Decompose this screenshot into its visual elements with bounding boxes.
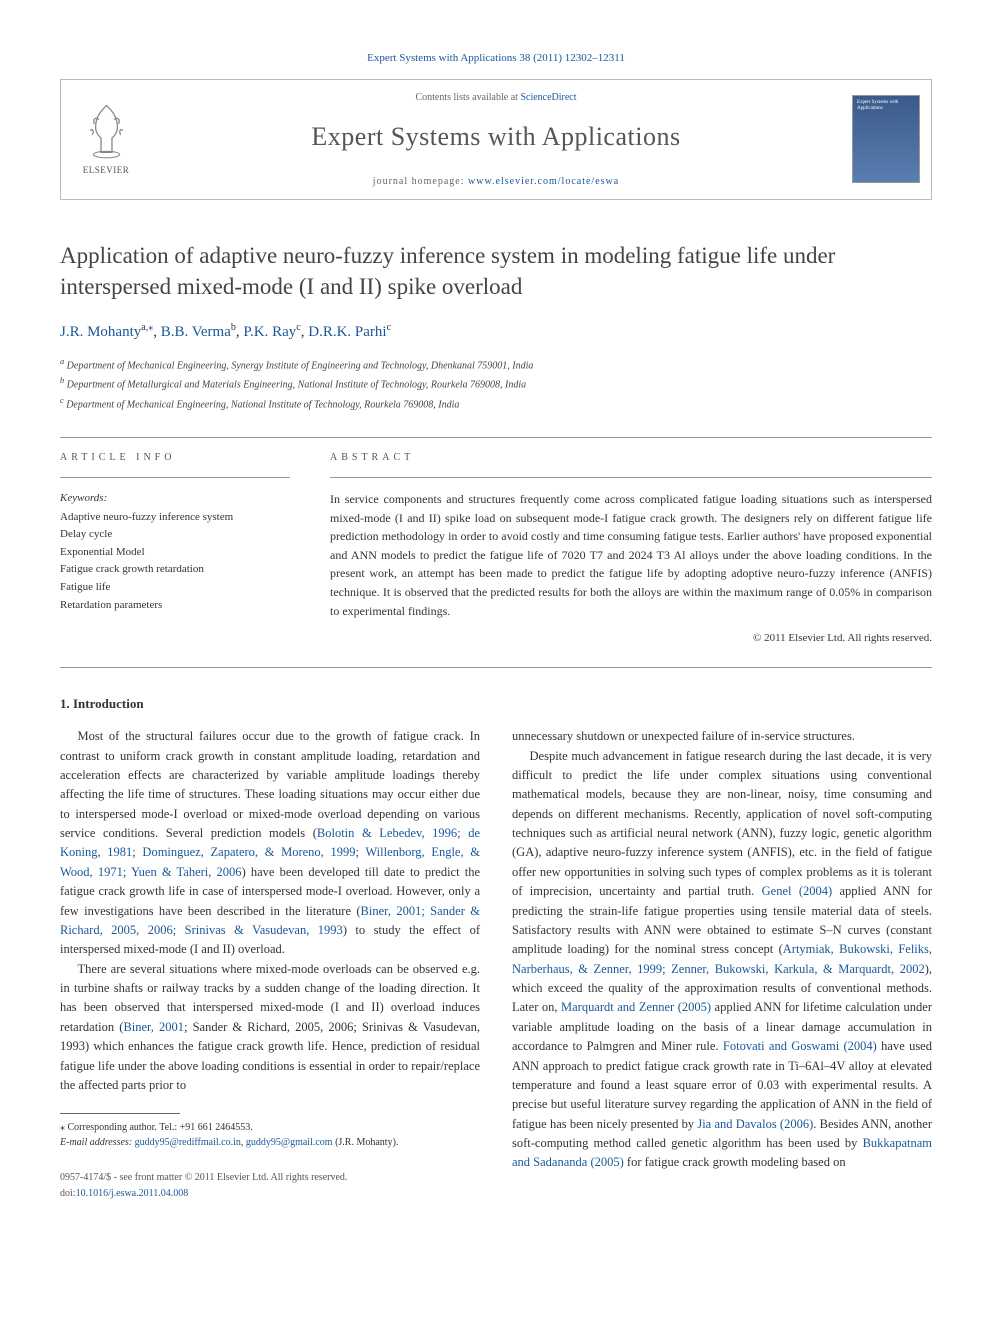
- affiliation-c: c Department of Mechanical Engineering, …: [60, 394, 932, 413]
- keyword: Fatigue life: [60, 579, 290, 597]
- author-2[interactable]: B.B. Verma: [161, 324, 231, 340]
- article-info-block: ARTICLE INFO Keywords: Adaptive neuro-fu…: [60, 450, 290, 647]
- contents-line: Contents lists available at ScienceDirec…: [151, 90, 841, 105]
- sciencedirect-link[interactable]: ScienceDirect: [520, 92, 576, 103]
- author-4-aff: c: [387, 322, 391, 333]
- article-info-label: ARTICLE INFO: [60, 450, 290, 465]
- authors: J.R. Mohantya,⁎, B.B. Vermab, P.K. Rayc,…: [60, 320, 932, 344]
- publication-meta: 0957-4174/$ - see front matter © 2011 El…: [60, 1170, 480, 1201]
- author-2-aff: b: [231, 322, 236, 333]
- corresponding-mark[interactable]: ⁎: [148, 322, 153, 333]
- elsevier-tree-icon: [79, 100, 134, 160]
- keywords-list: Adaptive neuro-fuzzy inference system De…: [60, 509, 290, 615]
- email-link[interactable]: guddy95@gmail.com: [246, 1137, 333, 1148]
- email-addresses: E-mail addresses: guddy95@rediffmail.co.…: [60, 1135, 480, 1150]
- citation-link[interactable]: Fotovati and Goswami (2004): [723, 1039, 877, 1053]
- article-title: Application of adaptive neuro-fuzzy infe…: [60, 240, 932, 302]
- journal-name: Expert Systems with Applications: [151, 117, 841, 156]
- email-label: E-mail addresses:: [60, 1137, 135, 1148]
- contents-pre: Contents lists available at: [415, 92, 520, 103]
- citation-link[interactable]: Marquardt and Zenner (2005): [561, 1000, 711, 1014]
- corresponding-author-note: ⁎ Corresponding author. Tel.: +91 661 24…: [60, 1120, 480, 1135]
- doi-line: doi:10.1016/j.eswa.2011.04.008: [60, 1186, 347, 1202]
- keyword: Delay cycle: [60, 526, 290, 544]
- citation-link[interactable]: Genel (2004): [762, 884, 833, 898]
- cover-thumbnail-container: Expert Systems with Applications: [841, 80, 931, 199]
- header-center: Contents lists available at ScienceDirec…: [151, 80, 841, 199]
- doi-link[interactable]: 10.1016/j.eswa.2011.04.008: [76, 1188, 189, 1199]
- cover-thumbnail: Expert Systems with Applications: [852, 95, 920, 183]
- paragraph: Despite much advancement in fatigue rese…: [512, 747, 932, 1173]
- journal-reference: Expert Systems with Applications 38 (201…: [60, 50, 932, 67]
- keyword: Retardation parameters: [60, 597, 290, 615]
- abstract-text: In service components and structures fre…: [330, 490, 932, 620]
- abstract-label: ABSTRACT: [330, 450, 932, 465]
- publisher-logo: ELSEVIER: [61, 80, 151, 199]
- paragraph: There are several situations where mixed…: [60, 960, 480, 1096]
- keywords-label: Keywords:: [60, 490, 290, 507]
- keyword: Adaptive neuro-fuzzy inference system: [60, 509, 290, 527]
- author-3-aff: c: [296, 322, 300, 333]
- paragraph-cont: unnecessary shutdown or unexpected failu…: [512, 727, 932, 746]
- email-tail: (J.R. Mohanty).: [333, 1137, 399, 1148]
- author-1[interactable]: J.R. Mohanty: [60, 324, 141, 340]
- body-text: Most of the structural failures occur du…: [60, 727, 932, 1201]
- publisher-name: ELSEVIER: [83, 164, 130, 178]
- divider: [60, 437, 932, 438]
- email-link[interactable]: guddy95@rediffmail.co.in: [135, 1137, 241, 1148]
- paragraph: Most of the structural failures occur du…: [60, 727, 480, 960]
- affiliation-a: a Department of Mechanical Engineering, …: [60, 355, 932, 374]
- cover-text: Expert Systems with Applications: [857, 100, 915, 111]
- citation-link[interactable]: Jia and Davalos (2006): [697, 1117, 813, 1131]
- section-heading-intro: 1. Introduction: [60, 694, 932, 714]
- divider: [330, 477, 932, 478]
- citation-link[interactable]: Biner, 2001: [123, 1020, 184, 1034]
- column-footer: ⁎ Corresponding author. Tel.: +91 661 24…: [60, 1113, 480, 1201]
- journal-ref-link[interactable]: Expert Systems with Applications 38 (201…: [367, 52, 625, 64]
- divider: [60, 477, 290, 478]
- meta-row: ARTICLE INFO Keywords: Adaptive neuro-fu…: [60, 450, 932, 647]
- front-matter: 0957-4174/$ - see front matter © 2011 El…: [60, 1170, 347, 1186]
- abstract-block: ABSTRACT In service components and struc…: [330, 450, 932, 647]
- author-4[interactable]: D.R.K. Parhi: [308, 324, 386, 340]
- homepage-link[interactable]: www.elsevier.com/locate/eswa: [468, 176, 619, 187]
- author-3[interactable]: P.K. Ray: [243, 324, 296, 340]
- journal-header: ELSEVIER Contents lists available at Sci…: [60, 79, 932, 200]
- keyword: Fatigue crack growth retardation: [60, 561, 290, 579]
- footnote-divider: [60, 1113, 180, 1114]
- copyright: © 2011 Elsevier Ltd. All rights reserved…: [330, 630, 932, 647]
- homepage-pre: journal homepage:: [373, 176, 468, 187]
- footnotes: ⁎ Corresponding author. Tel.: +91 661 24…: [60, 1120, 480, 1150]
- divider: [60, 667, 932, 668]
- homepage-line: journal homepage: www.elsevier.com/locat…: [151, 174, 841, 189]
- affiliations: a Department of Mechanical Engineering, …: [60, 355, 932, 413]
- keyword: Exponential Model: [60, 544, 290, 562]
- affiliation-b: b Department of Metallurgical and Materi…: [60, 374, 932, 393]
